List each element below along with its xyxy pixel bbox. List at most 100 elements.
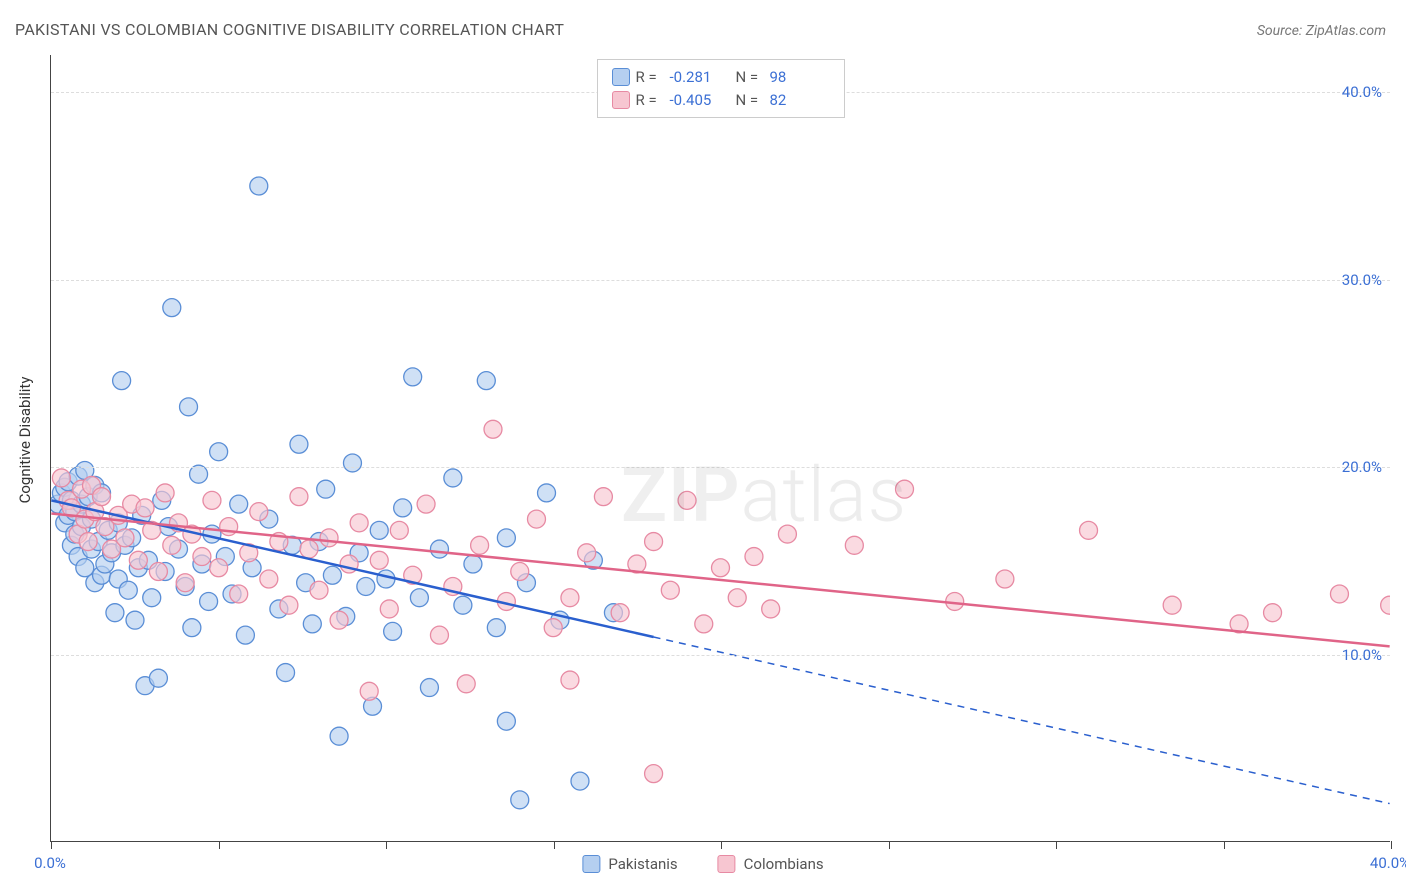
data-point bbox=[561, 671, 579, 689]
data-point bbox=[661, 581, 679, 599]
chart-header: PAKISTANI VS COLOMBIAN COGNITIVE DISABIL… bbox=[15, 20, 1386, 39]
data-point bbox=[1381, 596, 1390, 614]
grid-line bbox=[51, 655, 1390, 656]
y-tick-label: 10.0% bbox=[1342, 646, 1382, 664]
x-tick bbox=[219, 841, 220, 849]
data-point bbox=[845, 536, 863, 554]
data-point bbox=[230, 585, 248, 603]
data-point bbox=[320, 529, 338, 547]
data-point bbox=[350, 514, 368, 532]
y-tick-label: 30.0% bbox=[1342, 271, 1382, 289]
data-point bbox=[163, 299, 181, 317]
data-point bbox=[357, 577, 375, 595]
data-point bbox=[778, 525, 796, 543]
data-point bbox=[594, 488, 612, 506]
data-point bbox=[561, 589, 579, 607]
data-point bbox=[527, 510, 545, 528]
x-tick bbox=[1224, 841, 1225, 849]
data-point bbox=[645, 533, 663, 551]
data-point bbox=[444, 469, 462, 487]
series-legend: Pakistanis Colombians bbox=[582, 855, 823, 873]
data-point bbox=[93, 488, 111, 506]
x-tick bbox=[554, 841, 555, 849]
data-point bbox=[143, 589, 161, 607]
data-point bbox=[163, 536, 181, 554]
data-point bbox=[343, 454, 361, 472]
data-point bbox=[645, 765, 663, 783]
legend-r-label: R = bbox=[636, 89, 664, 112]
data-point bbox=[149, 669, 167, 687]
data-point bbox=[176, 574, 194, 592]
x-tick bbox=[1056, 841, 1057, 849]
data-point bbox=[370, 521, 388, 539]
data-point bbox=[330, 727, 348, 745]
data-point bbox=[300, 540, 318, 558]
x-tick bbox=[51, 841, 52, 849]
data-point bbox=[230, 495, 248, 513]
chart-title: PAKISTANI VS COLOMBIAN COGNITIVE DISABIL… bbox=[15, 20, 564, 39]
data-point bbox=[1264, 604, 1282, 622]
data-point bbox=[136, 499, 154, 517]
data-point bbox=[762, 600, 780, 618]
data-point bbox=[464, 555, 482, 573]
series-legend-item: Pakistanis bbox=[582, 855, 677, 873]
data-point bbox=[471, 536, 489, 554]
series-legend-item: Colombians bbox=[718, 855, 824, 873]
data-point bbox=[896, 480, 914, 498]
data-point bbox=[236, 626, 254, 644]
data-point bbox=[571, 772, 589, 790]
data-point bbox=[511, 791, 529, 809]
plot-area: ZIPatlas R = -0.281 N = 98 R = -0.405 N … bbox=[50, 55, 1390, 842]
data-point bbox=[210, 443, 228, 461]
legend-swatch bbox=[718, 855, 736, 873]
data-point bbox=[193, 548, 211, 566]
legend-n-value: 82 bbox=[770, 89, 830, 112]
data-point bbox=[578, 544, 596, 562]
legend-row: R = -0.405 N = 82 bbox=[612, 89, 830, 112]
data-point bbox=[1080, 521, 1098, 539]
data-point bbox=[544, 619, 562, 637]
data-point bbox=[380, 600, 398, 618]
data-point bbox=[404, 368, 422, 386]
data-point bbox=[728, 589, 746, 607]
data-point bbox=[996, 570, 1014, 588]
data-point bbox=[126, 611, 144, 629]
data-point bbox=[457, 675, 475, 693]
legend-swatch bbox=[582, 855, 600, 873]
data-point bbox=[384, 622, 402, 640]
chart-canvas bbox=[51, 55, 1390, 841]
data-point bbox=[156, 484, 174, 502]
data-point bbox=[129, 551, 147, 569]
data-point bbox=[260, 570, 278, 588]
data-point bbox=[420, 679, 438, 697]
data-point bbox=[303, 615, 321, 633]
legend-r-label: R = bbox=[636, 66, 664, 89]
data-point bbox=[511, 563, 529, 581]
data-point bbox=[477, 372, 495, 390]
legend-row: R = -0.281 N = 98 bbox=[612, 66, 830, 89]
legend-r-value: -0.281 bbox=[670, 66, 730, 89]
legend-swatch bbox=[612, 91, 630, 109]
data-point bbox=[390, 521, 408, 539]
legend-n-label: N = bbox=[736, 66, 764, 89]
data-point bbox=[277, 664, 295, 682]
correlation-legend: R = -0.281 N = 98 R = -0.405 N = 82 bbox=[597, 59, 845, 118]
trend-line-extrapolated bbox=[654, 637, 1390, 804]
data-point bbox=[678, 491, 696, 509]
data-point bbox=[323, 566, 341, 584]
data-point bbox=[454, 596, 472, 614]
data-point bbox=[430, 626, 448, 644]
data-point bbox=[310, 581, 328, 599]
grid-line bbox=[51, 280, 1390, 281]
legend-swatch bbox=[612, 68, 630, 86]
data-point bbox=[611, 604, 629, 622]
data-point bbox=[712, 559, 730, 577]
data-point bbox=[79, 533, 97, 551]
grid-line bbox=[51, 467, 1390, 468]
data-point bbox=[330, 611, 348, 629]
data-point bbox=[183, 619, 201, 637]
y-tick-label: 40.0% bbox=[1342, 83, 1382, 101]
data-point bbox=[745, 548, 763, 566]
data-point bbox=[410, 589, 428, 607]
data-point bbox=[317, 480, 335, 498]
